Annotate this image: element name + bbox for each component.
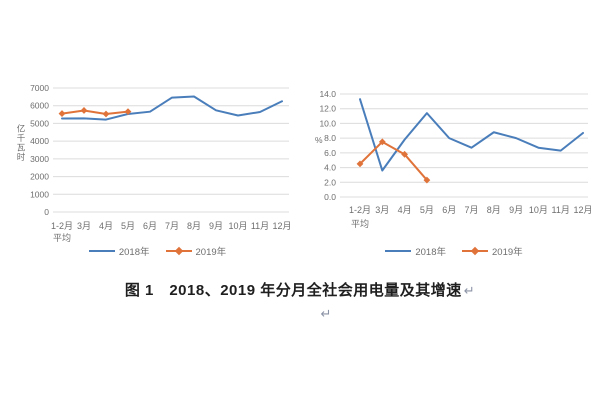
y-tick-label: 8.0: [324, 133, 336, 143]
right-chart-growth-rate: 0.0 2.0 4.0 6.0 8.0 10.0 12.0 14.0 1-2月 3月 4月 5月 6月 7…: [319, 89, 592, 229]
legend-line-2018: [88, 250, 115, 252]
x-tick-label: 1-2月: [51, 221, 73, 231]
right-chart-legend: 2018年 2019年: [308, 244, 600, 258]
x-tick-label: 11月: [251, 221, 269, 231]
y-tick-label: 6.0: [324, 148, 336, 158]
x-tick-label: 12月: [272, 221, 291, 231]
x-tick-label: 12月: [573, 205, 592, 215]
series-2018年-line: [61, 95, 283, 121]
y-tick-label: 12.0: [319, 104, 336, 114]
diamond-marker-icon: [174, 246, 183, 256]
series-2019年-marker: [401, 150, 408, 158]
legend-label-2019: 2019年: [195, 247, 227, 258]
series-2018年-line: [359, 98, 584, 172]
legend-item-2019: 2019年: [462, 244, 523, 258]
y-tick-label: 10.0: [319, 118, 336, 128]
y-tick-label: 7000: [30, 83, 49, 93]
legend-line-2019: [165, 246, 192, 256]
x-tick-label: 8月: [487, 205, 501, 215]
x-tick-label: 6月: [442, 205, 456, 215]
series-2019年-line: [359, 140, 428, 182]
y-tick-label: 0: [44, 207, 49, 217]
x-tick-label: 7月: [464, 205, 478, 215]
series-2019年-marker: [102, 110, 110, 118]
x-tick-note: 平均: [351, 218, 369, 229]
x-tick-label: 5月: [420, 205, 434, 215]
x-tick-label: 11月: [552, 205, 570, 215]
x-tick-label: 7月: [165, 221, 179, 231]
legend-label-2018: 2018年: [118, 247, 150, 258]
x-tick-label: 9月: [209, 221, 223, 231]
y-tick-label: 0.0: [324, 192, 336, 202]
figure-caption-text: 图 1 2018、2019 年分月全社会用电量及其增速: [124, 282, 462, 299]
left-chart-legend: 2018年 2019年: [15, 244, 300, 258]
y-tick-label: 1000: [30, 189, 49, 199]
x-tick-label: 6月: [143, 221, 157, 231]
x-tick-label: 3月: [77, 221, 91, 231]
x-tick-label: 4月: [99, 221, 113, 231]
left-chart-consumption: 0 1000 2000 3000 4000 5000 6000 7000 1-2月 3月 4月 5月 6…: [30, 83, 291, 243]
figure-caption: 图 1 2018、2019 年分月全社会用电量及其增速 ↵: [0, 279, 600, 300]
x-tick-label: 3月: [375, 205, 389, 215]
left-chart-y-axis-label: 亿千瓦时: [16, 124, 26, 162]
legend-item-2019: 2019年: [165, 244, 227, 258]
diamond-marker-icon: [470, 246, 480, 256]
y-tick-label: 14.0: [319, 89, 336, 99]
y-tick-label: 3000: [30, 154, 49, 164]
y-tick-label: 5000: [30, 118, 49, 128]
paragraph-return-mark-icon: ↵: [320, 306, 332, 321]
y-tick-label: 6000: [30, 101, 49, 111]
x-tick-label: 4月: [398, 205, 412, 215]
y-tick-label: 4000: [30, 136, 49, 146]
right-chart-y-axis-label: %: [315, 135, 324, 145]
legend-label-2019: 2019年: [492, 247, 523, 258]
x-tick-note: 平均: [53, 232, 71, 243]
x-tick-label: 5月: [121, 221, 135, 231]
series-2019年-line: [61, 109, 129, 115]
series-2019年-marker: [124, 108, 132, 116]
legend-line-2018: [385, 250, 412, 252]
series-2019年-marker: [423, 176, 431, 184]
y-tick-label: 2.0: [324, 177, 336, 187]
series-2019年-marker: [80, 107, 88, 114]
series-2019年-marker: [58, 110, 66, 117]
legend-line-2019: [462, 246, 488, 256]
x-tick-label: 10月: [228, 221, 247, 231]
return-mark-icon: ↵: [463, 283, 476, 298]
x-tick-label: 10月: [529, 205, 548, 215]
x-tick-label: 8月: [187, 221, 201, 231]
x-tick-label: 9月: [509, 205, 523, 215]
legend-item-2018: 2018年: [88, 244, 150, 258]
legend-label-2018: 2018年: [415, 247, 446, 258]
y-tick-label: 2000: [30, 172, 49, 182]
y-tick-label: 4.0: [324, 163, 336, 173]
series-2019年-marker: [378, 138, 386, 146]
legend-item-2018: 2018年: [385, 244, 446, 258]
x-tick-label: 1-2月: [349, 205, 371, 215]
